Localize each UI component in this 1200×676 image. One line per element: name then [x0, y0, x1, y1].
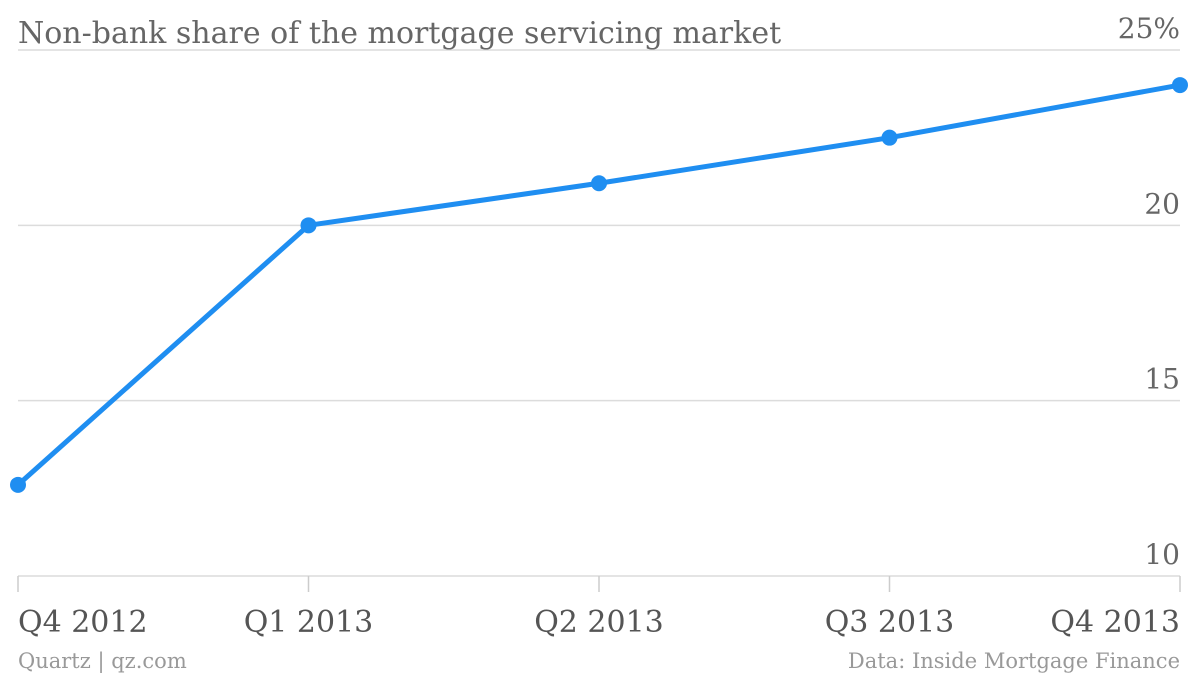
x-tick-label: Q3 2013: [825, 605, 955, 640]
x-axis-labels: Q4 2012 Q1 2013 Q2 2013 Q3 2013 Q4 2013: [18, 605, 1180, 640]
y-tick-label: 10: [1144, 538, 1180, 571]
x-tick-label: Q4 2013: [1050, 605, 1180, 640]
y-tick-label: 20: [1144, 187, 1180, 220]
series-line: [15, 82, 1183, 488]
data-point: [881, 129, 898, 146]
data-source: Data: Inside Mortgage Finance: [848, 649, 1180, 673]
data-point: [1172, 77, 1188, 94]
series-layer: [10, 77, 1188, 493]
gridlines: [18, 49, 1180, 577]
data-point: [300, 217, 317, 234]
y-tick-label: 15: [1144, 363, 1180, 396]
data-point: [10, 476, 26, 493]
y-tick-label: 25%: [1118, 12, 1180, 45]
y-axis-labels: 10 15 20 25%: [1118, 12, 1180, 571]
chart-title: Non-bank share of the mortgage servicing…: [18, 16, 781, 51]
x-tick-label: Q2 2013: [534, 605, 664, 640]
x-tick-label: Q4 2012: [18, 605, 148, 640]
x-tick-label: Q1 2013: [244, 605, 374, 640]
source-credit: Quartz | qz.com: [18, 649, 187, 674]
data-point: [591, 175, 607, 192]
x-axis-ticks: [17, 576, 1181, 592]
